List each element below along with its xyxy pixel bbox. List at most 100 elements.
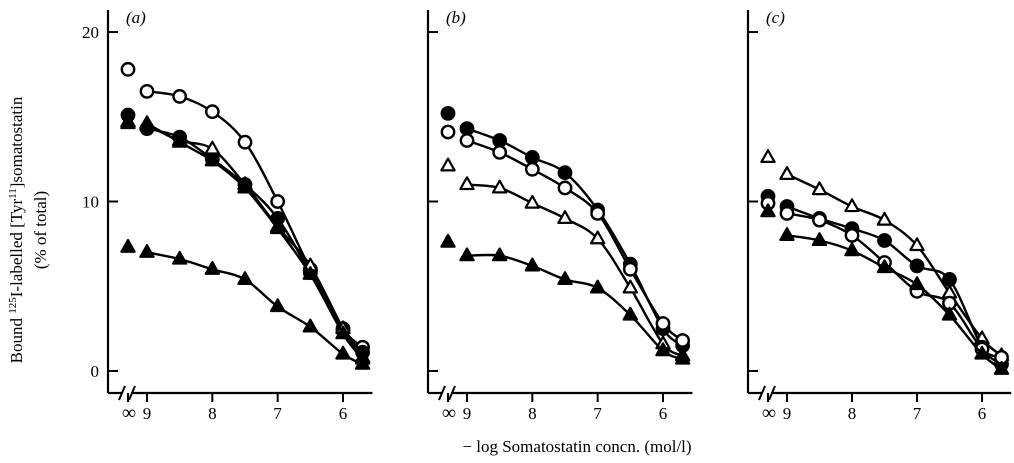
- data-point: [909, 276, 925, 291]
- data-point: [779, 166, 795, 180]
- y-axis-label-part: ]somatostatin: [7, 96, 26, 188]
- data-point: [993, 360, 1010, 375]
- data-point-infinity: [440, 124, 456, 140]
- data-point: [675, 333, 690, 348]
- y-axis-label-part: I-labelled [Tyr: [7, 199, 26, 298]
- series-4: [760, 203, 1010, 375]
- data-point: [844, 198, 860, 213]
- axis-break-mark: [768, 385, 776, 401]
- series-3: [440, 157, 691, 362]
- series-5: [120, 238, 371, 370]
- data-point: [655, 316, 671, 331]
- series-curve: [466, 183, 684, 357]
- data-point-infinity: [440, 157, 456, 172]
- x-tick-label-infinity: ∞: [762, 402, 776, 424]
- data-point-infinity: [760, 149, 776, 164]
- data-point-infinity: [440, 105, 456, 121]
- data-point: [941, 306, 958, 321]
- data-point: [459, 121, 475, 137]
- data-point: [459, 247, 475, 262]
- y-tick-label: 20: [82, 23, 99, 42]
- y-axis-label-line2: (% of total): [31, 191, 50, 269]
- series-curve: [146, 127, 364, 354]
- series-4: [440, 233, 691, 365]
- data-point: [622, 306, 639, 321]
- x-tick-label: 7: [273, 404, 282, 423]
- data-point: [492, 144, 508, 160]
- data-point: [204, 152, 221, 167]
- data-point: [335, 325, 351, 340]
- axis-break-mark: [758, 385, 766, 401]
- data-point: [557, 165, 573, 181]
- data-point: [302, 318, 319, 333]
- data-point: [204, 260, 221, 275]
- data-point: [655, 342, 671, 357]
- data-point: [172, 89, 188, 104]
- data-point: [524, 150, 540, 165]
- axis-break-mark: [438, 385, 446, 401]
- data-point: [909, 237, 925, 252]
- data-point: [139, 83, 155, 99]
- data-point: [354, 355, 371, 370]
- x-tick-label: 6: [339, 404, 348, 423]
- data-point: [844, 227, 860, 243]
- x-tick-label: 8: [528, 404, 537, 423]
- y-axis-label-superscript: 125: [7, 297, 19, 314]
- panel-1: 0 10 20 9 8 7 6 ∞ (a): [82, 8, 373, 424]
- data-point: [270, 194, 286, 209]
- data-point: [876, 259, 893, 274]
- y-tick-label: 0: [91, 362, 100, 381]
- x-tick-label: 8: [848, 404, 857, 423]
- series-2: [440, 124, 690, 348]
- x-tick-label-infinity: ∞: [122, 402, 136, 424]
- x-tick-label: 9: [783, 404, 792, 423]
- data-point: [491, 247, 508, 262]
- series-3: [120, 113, 371, 363]
- x-tick-label: 9: [463, 404, 472, 423]
- y-axis-label: Bound 125I-labelled [Tyr11]somatostatin: [7, 96, 26, 363]
- data-point: [876, 211, 893, 226]
- axis-break-mark: [118, 385, 126, 401]
- panels: 0 10 20 9 8 7 6 ∞ (a) 9 8 7 6 ∞ (b) 9 8 7 6 ∞ (c): [82, 8, 1012, 424]
- data-point: [492, 133, 508, 148]
- data-point-infinity: [440, 233, 456, 248]
- x-tick-label: 6: [978, 404, 987, 423]
- data-point: [204, 104, 220, 120]
- x-tick-label: 8: [208, 404, 217, 423]
- data-point: [459, 133, 475, 148]
- y-axis-label-superscript: 11: [7, 188, 19, 199]
- axis-break-mark: [128, 385, 136, 401]
- data-point: [139, 244, 155, 258]
- x-tick-label: 7: [913, 404, 922, 423]
- series-curve: [466, 139, 684, 342]
- series-curve: [466, 127, 684, 347]
- x-axis-label: − log Somatostatin concn. (mol/l): [462, 437, 691, 456]
- data-point: [622, 279, 639, 294]
- data-point-infinity: [120, 238, 136, 253]
- data-point: [811, 181, 828, 196]
- data-point: [269, 298, 286, 313]
- data-point: [844, 242, 860, 257]
- data-point: [139, 115, 155, 130]
- data-point: [171, 250, 188, 265]
- data-point: [335, 345, 351, 360]
- data-point: [171, 133, 188, 148]
- data-point: [877, 233, 892, 248]
- data-point: [974, 345, 990, 360]
- data-point: [811, 232, 828, 247]
- series-curve: [786, 234, 1003, 371]
- panel-label: (c): [766, 8, 785, 27]
- panel-2: 9 8 7 6 ∞ (b): [426, 8, 693, 424]
- x-tick-label: 6: [659, 404, 668, 423]
- series-4: [120, 115, 371, 365]
- data-point: [237, 179, 253, 194]
- data-point: [237, 271, 253, 286]
- data-point: [589, 279, 606, 294]
- data-point-infinity: [120, 115, 136, 130]
- data-point: [524, 194, 541, 209]
- panel-3: 9 8 7 6 ∞ (c): [746, 8, 1012, 424]
- data-point: [302, 266, 319, 280]
- data-point-infinity: [120, 61, 136, 77]
- data-point: [524, 257, 541, 272]
- data-point: [779, 205, 795, 221]
